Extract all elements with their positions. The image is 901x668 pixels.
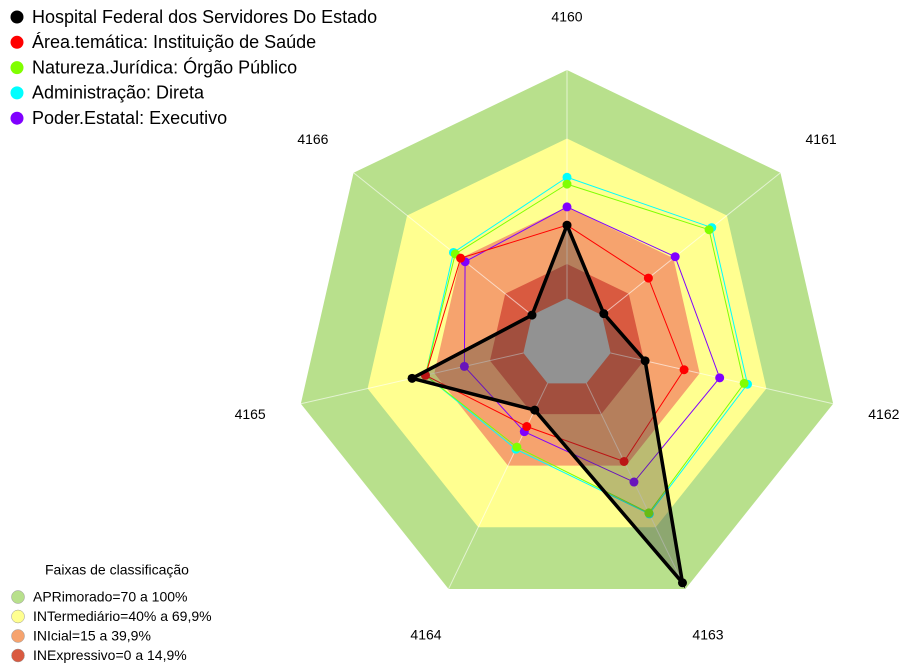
spoke — [601, 172, 781, 316]
series-point — [739, 378, 749, 388]
legend-label: Hospital Federal dos Servidores Do Estad… — [32, 7, 377, 27]
band-legend-marker — [11, 609, 25, 624]
band-legend-label: INIcial=15 a 39,9% — [33, 628, 151, 644]
series-point — [677, 578, 687, 588]
spoke — [353, 172, 533, 316]
band-legend-label: APRimorado=70 a 100% — [33, 589, 188, 605]
series-line — [463, 206, 721, 483]
band-legend-label: INTermediário=40% a 69,9% — [33, 608, 212, 624]
series-point — [527, 310, 537, 320]
legend-marker — [10, 35, 24, 49]
series-point — [640, 356, 650, 366]
series-point — [459, 361, 469, 371]
legend-label: Administração: Direta — [32, 83, 205, 103]
legend-marker — [10, 86, 24, 100]
series-point — [512, 442, 522, 452]
series-point — [644, 508, 654, 518]
series-line — [424, 176, 749, 515]
axis-label: 4161 — [806, 131, 837, 147]
band-legend-marker — [11, 648, 25, 663]
axis-label: 4165 — [235, 406, 266, 422]
center-core — [523, 298, 611, 384]
band-legend-label: INExpressivo=0 a 14,9% — [33, 647, 187, 663]
series-point — [562, 202, 572, 212]
legend-label: Poder.Estatal: Executivo — [32, 108, 227, 128]
series-point — [456, 253, 466, 263]
series-point — [562, 179, 572, 189]
series-point — [670, 252, 680, 262]
series-point — [629, 477, 639, 487]
legend-label: Natureza.Jurídica: Órgão Público — [32, 56, 297, 77]
axis-label: 4160 — [551, 9, 582, 25]
series-point — [562, 220, 572, 230]
series-point — [599, 309, 609, 319]
legend-label: Área.temática: Instituição de Saúde — [32, 32, 316, 52]
series-point — [643, 273, 653, 283]
series-point — [562, 172, 572, 182]
axis-label: 4162 — [868, 406, 899, 422]
band-legend-marker — [11, 590, 25, 604]
series-point — [530, 405, 540, 415]
series-point — [522, 422, 532, 432]
spoke — [448, 383, 549, 590]
spoke — [585, 383, 686, 590]
bands-legend-title: Faixas de classificação — [45, 562, 189, 578]
series-point — [619, 456, 629, 466]
series-line — [424, 183, 745, 514]
axis-label: 4163 — [692, 627, 723, 643]
band-legend-marker — [11, 629, 25, 643]
axis-label: 4164 — [410, 627, 441, 643]
series-point — [704, 225, 714, 235]
legend-marker — [10, 111, 24, 125]
legend-marker — [10, 61, 24, 75]
series-point — [679, 365, 689, 375]
legend-marker — [10, 10, 24, 24]
axis-label: 4166 — [297, 131, 328, 147]
series-line — [407, 220, 686, 589]
series-line — [424, 224, 685, 463]
series-point — [407, 373, 417, 383]
series-point — [715, 373, 725, 383]
